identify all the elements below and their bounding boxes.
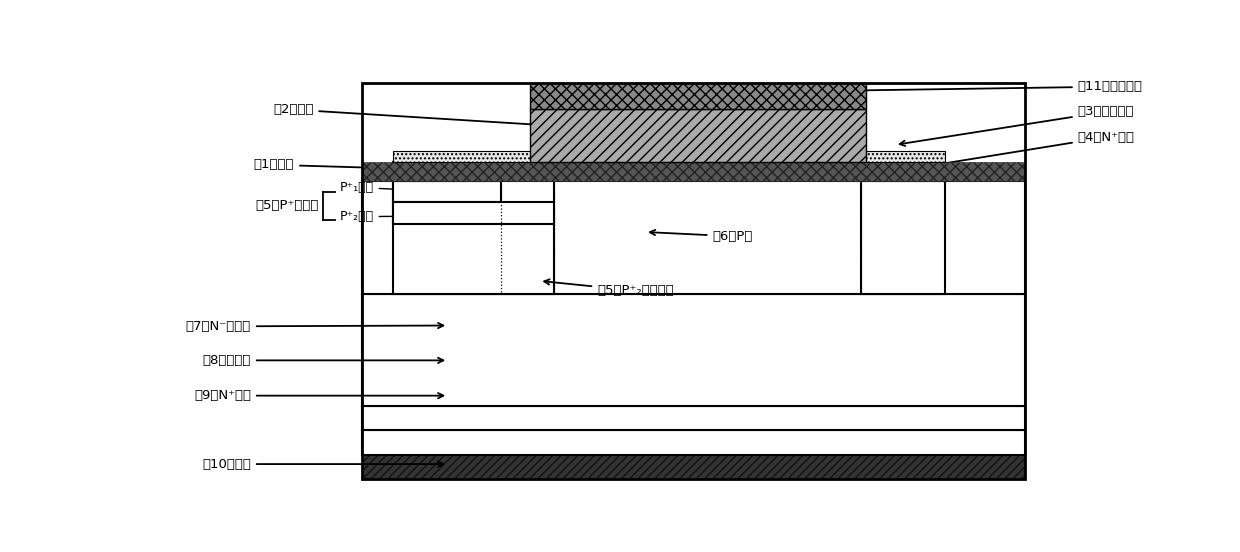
Bar	[362, 181, 1024, 294]
Bar	[529, 83, 866, 109]
Bar	[362, 162, 1024, 181]
Bar	[362, 429, 1024, 455]
Bar	[393, 151, 945, 162]
Bar	[362, 294, 1024, 406]
Text: P⁺₂区域: P⁺₂区域	[340, 210, 441, 223]
Text: （4）N⁺源区: （4）N⁺源区	[919, 131, 1135, 169]
Text: （1）源极: （1）源极	[254, 158, 486, 173]
Text: （7）N⁻漂移层: （7）N⁻漂移层	[186, 320, 444, 333]
Text: （10）漏极: （10）漏极	[202, 458, 444, 470]
Bar	[393, 181, 554, 294]
Text: （8）缓冲层: （8）缓冲层	[202, 354, 444, 367]
Bar	[393, 162, 501, 181]
Text: （5）P⁺₂扩散区域: （5）P⁺₂扩散区域	[544, 279, 673, 297]
Text: （6）P阱: （6）P阱	[650, 230, 753, 243]
Text: （11）隔离介质: （11）隔离介质	[775, 80, 1142, 94]
Text: P⁺₁区域: P⁺₁区域	[340, 181, 441, 194]
Bar	[393, 181, 501, 202]
Bar	[862, 162, 945, 181]
Bar	[393, 202, 554, 224]
Text: （2）栅极: （2）栅极	[273, 103, 549, 128]
Bar	[529, 109, 866, 162]
Bar	[362, 455, 1024, 479]
Text: （9）N⁺衬底: （9）N⁺衬底	[195, 389, 444, 402]
Text: （5）P⁺接触区: （5）P⁺接触区	[255, 199, 319, 213]
Bar	[362, 83, 1024, 479]
Text: （3）栅氧化层: （3）栅氧化层	[900, 105, 1135, 146]
Bar	[862, 181, 945, 294]
Bar	[362, 406, 1024, 429]
